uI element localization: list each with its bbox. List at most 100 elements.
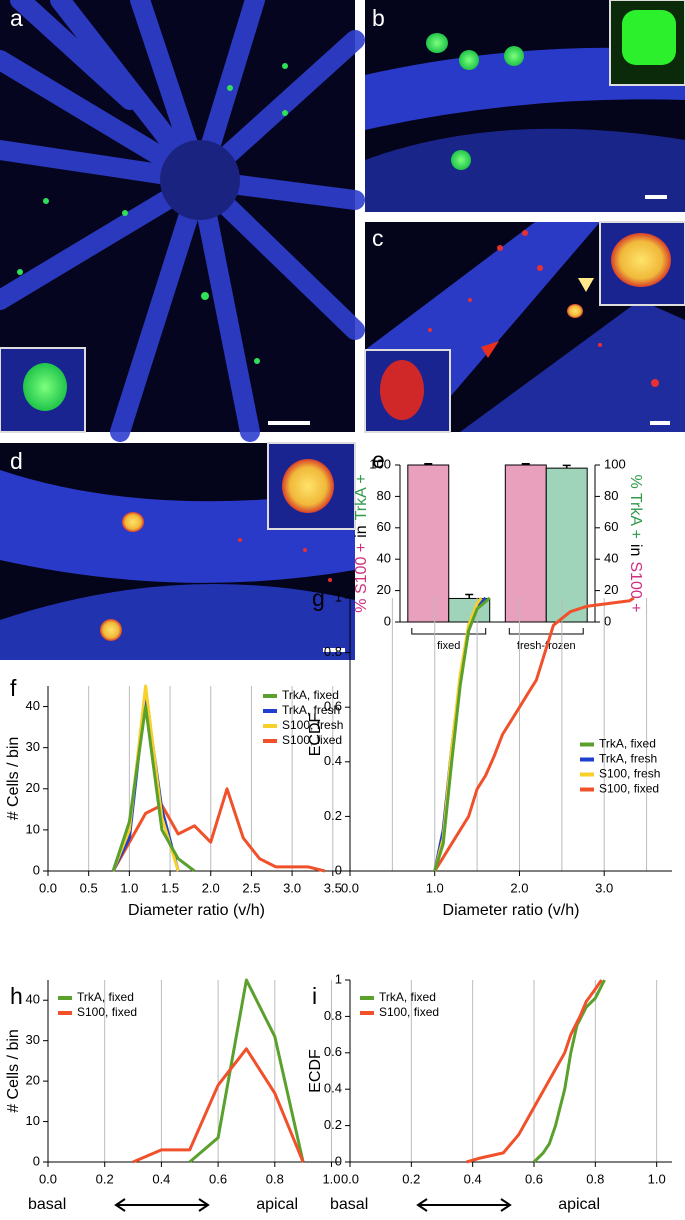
y-axis-label: ECDF bbox=[307, 1049, 324, 1093]
x-end-label: basal bbox=[28, 1196, 66, 1213]
y-tick-label: 60 bbox=[377, 519, 391, 534]
y-tick-label: 0 bbox=[33, 1153, 40, 1168]
x-tick-label: 0.6 bbox=[525, 1171, 543, 1186]
x-tick-label: 3.0 bbox=[283, 880, 301, 895]
bar bbox=[407, 464, 450, 623]
error-bar bbox=[424, 462, 433, 465]
y-tick-label: 20 bbox=[26, 1073, 40, 1088]
x-tick-label: 0.2 bbox=[402, 1171, 420, 1186]
y-axis-label: # Cells / bin bbox=[5, 737, 22, 821]
panel-letter: h bbox=[10, 983, 23, 1009]
legend-label: S100, fresh bbox=[599, 767, 660, 781]
x-tick-label: fixed bbox=[437, 640, 460, 652]
legend-label: TrkA, fixed bbox=[282, 688, 339, 702]
y-tick-label: 0 bbox=[384, 613, 391, 628]
y-tick-label: 1 bbox=[335, 971, 342, 986]
x-tick-label: 0.0 bbox=[39, 880, 57, 895]
y-tick-label: 40 bbox=[26, 992, 40, 1007]
legend-label: S100, fixed bbox=[379, 1005, 439, 1019]
x-tick-label: 1.5 bbox=[161, 880, 179, 895]
legend-label: TrkA, fixed bbox=[379, 990, 436, 1004]
x-tick-label: 0.8 bbox=[266, 1171, 284, 1186]
y-tick-label: 0.8 bbox=[324, 644, 342, 659]
category-bracket bbox=[411, 628, 487, 635]
panel-letter: e bbox=[372, 447, 385, 473]
y-tick-label: 0.4 bbox=[324, 753, 342, 768]
x-tick-label: 3.0 bbox=[595, 880, 613, 895]
x-tick-label: 3.5 bbox=[324, 880, 342, 895]
series-line bbox=[111, 684, 180, 872]
series-line bbox=[132, 1047, 305, 1164]
panel-letter: g bbox=[312, 585, 325, 611]
bar bbox=[504, 464, 547, 623]
y-tick-label: 80 bbox=[604, 488, 618, 503]
y-tick-label: 10 bbox=[26, 1113, 40, 1128]
x-tick-label: 0.4 bbox=[152, 1171, 170, 1186]
y-tick-label: 0.6 bbox=[324, 1044, 342, 1059]
y-axis-label-part: in bbox=[627, 544, 644, 556]
x-tick-label: 0.6 bbox=[209, 1171, 227, 1186]
y-tick-label: 40 bbox=[26, 698, 40, 713]
y-tick-label: 30 bbox=[26, 1032, 40, 1047]
x-tick-label: 0.0 bbox=[341, 880, 359, 895]
legend-label: S100, fixed bbox=[282, 733, 342, 747]
y-tick-label: 10 bbox=[26, 821, 40, 836]
series-line bbox=[466, 979, 603, 1164]
micrograph-b bbox=[365, 0, 685, 212]
y-tick-label: 80 bbox=[377, 488, 391, 503]
y-axis-label-part: TrkA + bbox=[353, 474, 370, 520]
x-tick-label: 2.5 bbox=[242, 880, 260, 895]
series-line bbox=[111, 787, 326, 873]
y-tick-label: 0 bbox=[604, 613, 611, 628]
y-tick-label: 20 bbox=[26, 780, 40, 795]
x-end-label: apical bbox=[558, 1196, 600, 1213]
x-tick-label: 2.0 bbox=[510, 880, 528, 895]
legend-label: TrkA, fixed bbox=[77, 990, 134, 1004]
series-line bbox=[532, 979, 606, 1164]
series-line bbox=[433, 596, 491, 872]
x-tick-label: 1.0 bbox=[426, 880, 444, 895]
x-tick-label: 2.0 bbox=[202, 880, 220, 895]
legend-label: TrkA, fresh bbox=[599, 752, 657, 766]
x-tick-label: 0.8 bbox=[586, 1171, 604, 1186]
series-line bbox=[188, 978, 305, 1164]
legend-label: TrkA, fresh bbox=[282, 703, 340, 717]
direction-arrow bbox=[416, 1198, 512, 1212]
y-tick-label: 0 bbox=[33, 862, 40, 877]
y-axis-label-part: % TrkA + bbox=[627, 474, 644, 538]
y-tick-label: 20 bbox=[377, 582, 391, 597]
direction-arrow bbox=[114, 1198, 210, 1212]
micrograph-c bbox=[364, 221, 685, 433]
y-axis-label-part: in bbox=[353, 525, 370, 537]
error-bar bbox=[521, 462, 530, 465]
y-tick-label: 1 bbox=[335, 589, 342, 604]
legend-label: S100, fresh bbox=[282, 718, 343, 732]
x-tick-label: 1.0 bbox=[648, 1171, 666, 1186]
y-tick-label: 0.4 bbox=[324, 1081, 342, 1096]
y-axis-label: % TrkA + in S100 + bbox=[627, 474, 644, 612]
panel-letter: i bbox=[312, 983, 317, 1009]
x-tick-label: 0.2 bbox=[96, 1171, 114, 1186]
series-line bbox=[433, 596, 635, 872]
legend-label: TrkA, fixed bbox=[599, 737, 656, 751]
micrograph-d bbox=[0, 442, 356, 660]
y-tick-label: 0 bbox=[335, 1153, 342, 1168]
y-tick-label: 100 bbox=[369, 456, 391, 471]
y-axis-label: # Cells / bin bbox=[5, 1029, 22, 1113]
x-axis-label: Diameter ratio (v/h) bbox=[443, 902, 580, 919]
y-tick-label: 0.2 bbox=[324, 808, 342, 823]
y-tick-label: 0.8 bbox=[324, 1008, 342, 1023]
x-tick-label: 1.0 bbox=[322, 1171, 340, 1186]
x-tick-label: 0.0 bbox=[341, 1171, 359, 1186]
y-tick-label: 40 bbox=[377, 551, 391, 566]
x-tick-label: 0.5 bbox=[80, 880, 98, 895]
bar bbox=[545, 467, 588, 623]
y-tick-label: 60 bbox=[604, 519, 618, 534]
y-tick-label: 100 bbox=[604, 456, 626, 471]
y-tick-label: 40 bbox=[604, 551, 618, 566]
x-tick-label: 0.0 bbox=[39, 1171, 57, 1186]
legend-label: S100, fixed bbox=[599, 782, 659, 796]
y-axis-label: ECDF bbox=[307, 713, 324, 757]
y-tick-label: 0.6 bbox=[324, 699, 342, 714]
